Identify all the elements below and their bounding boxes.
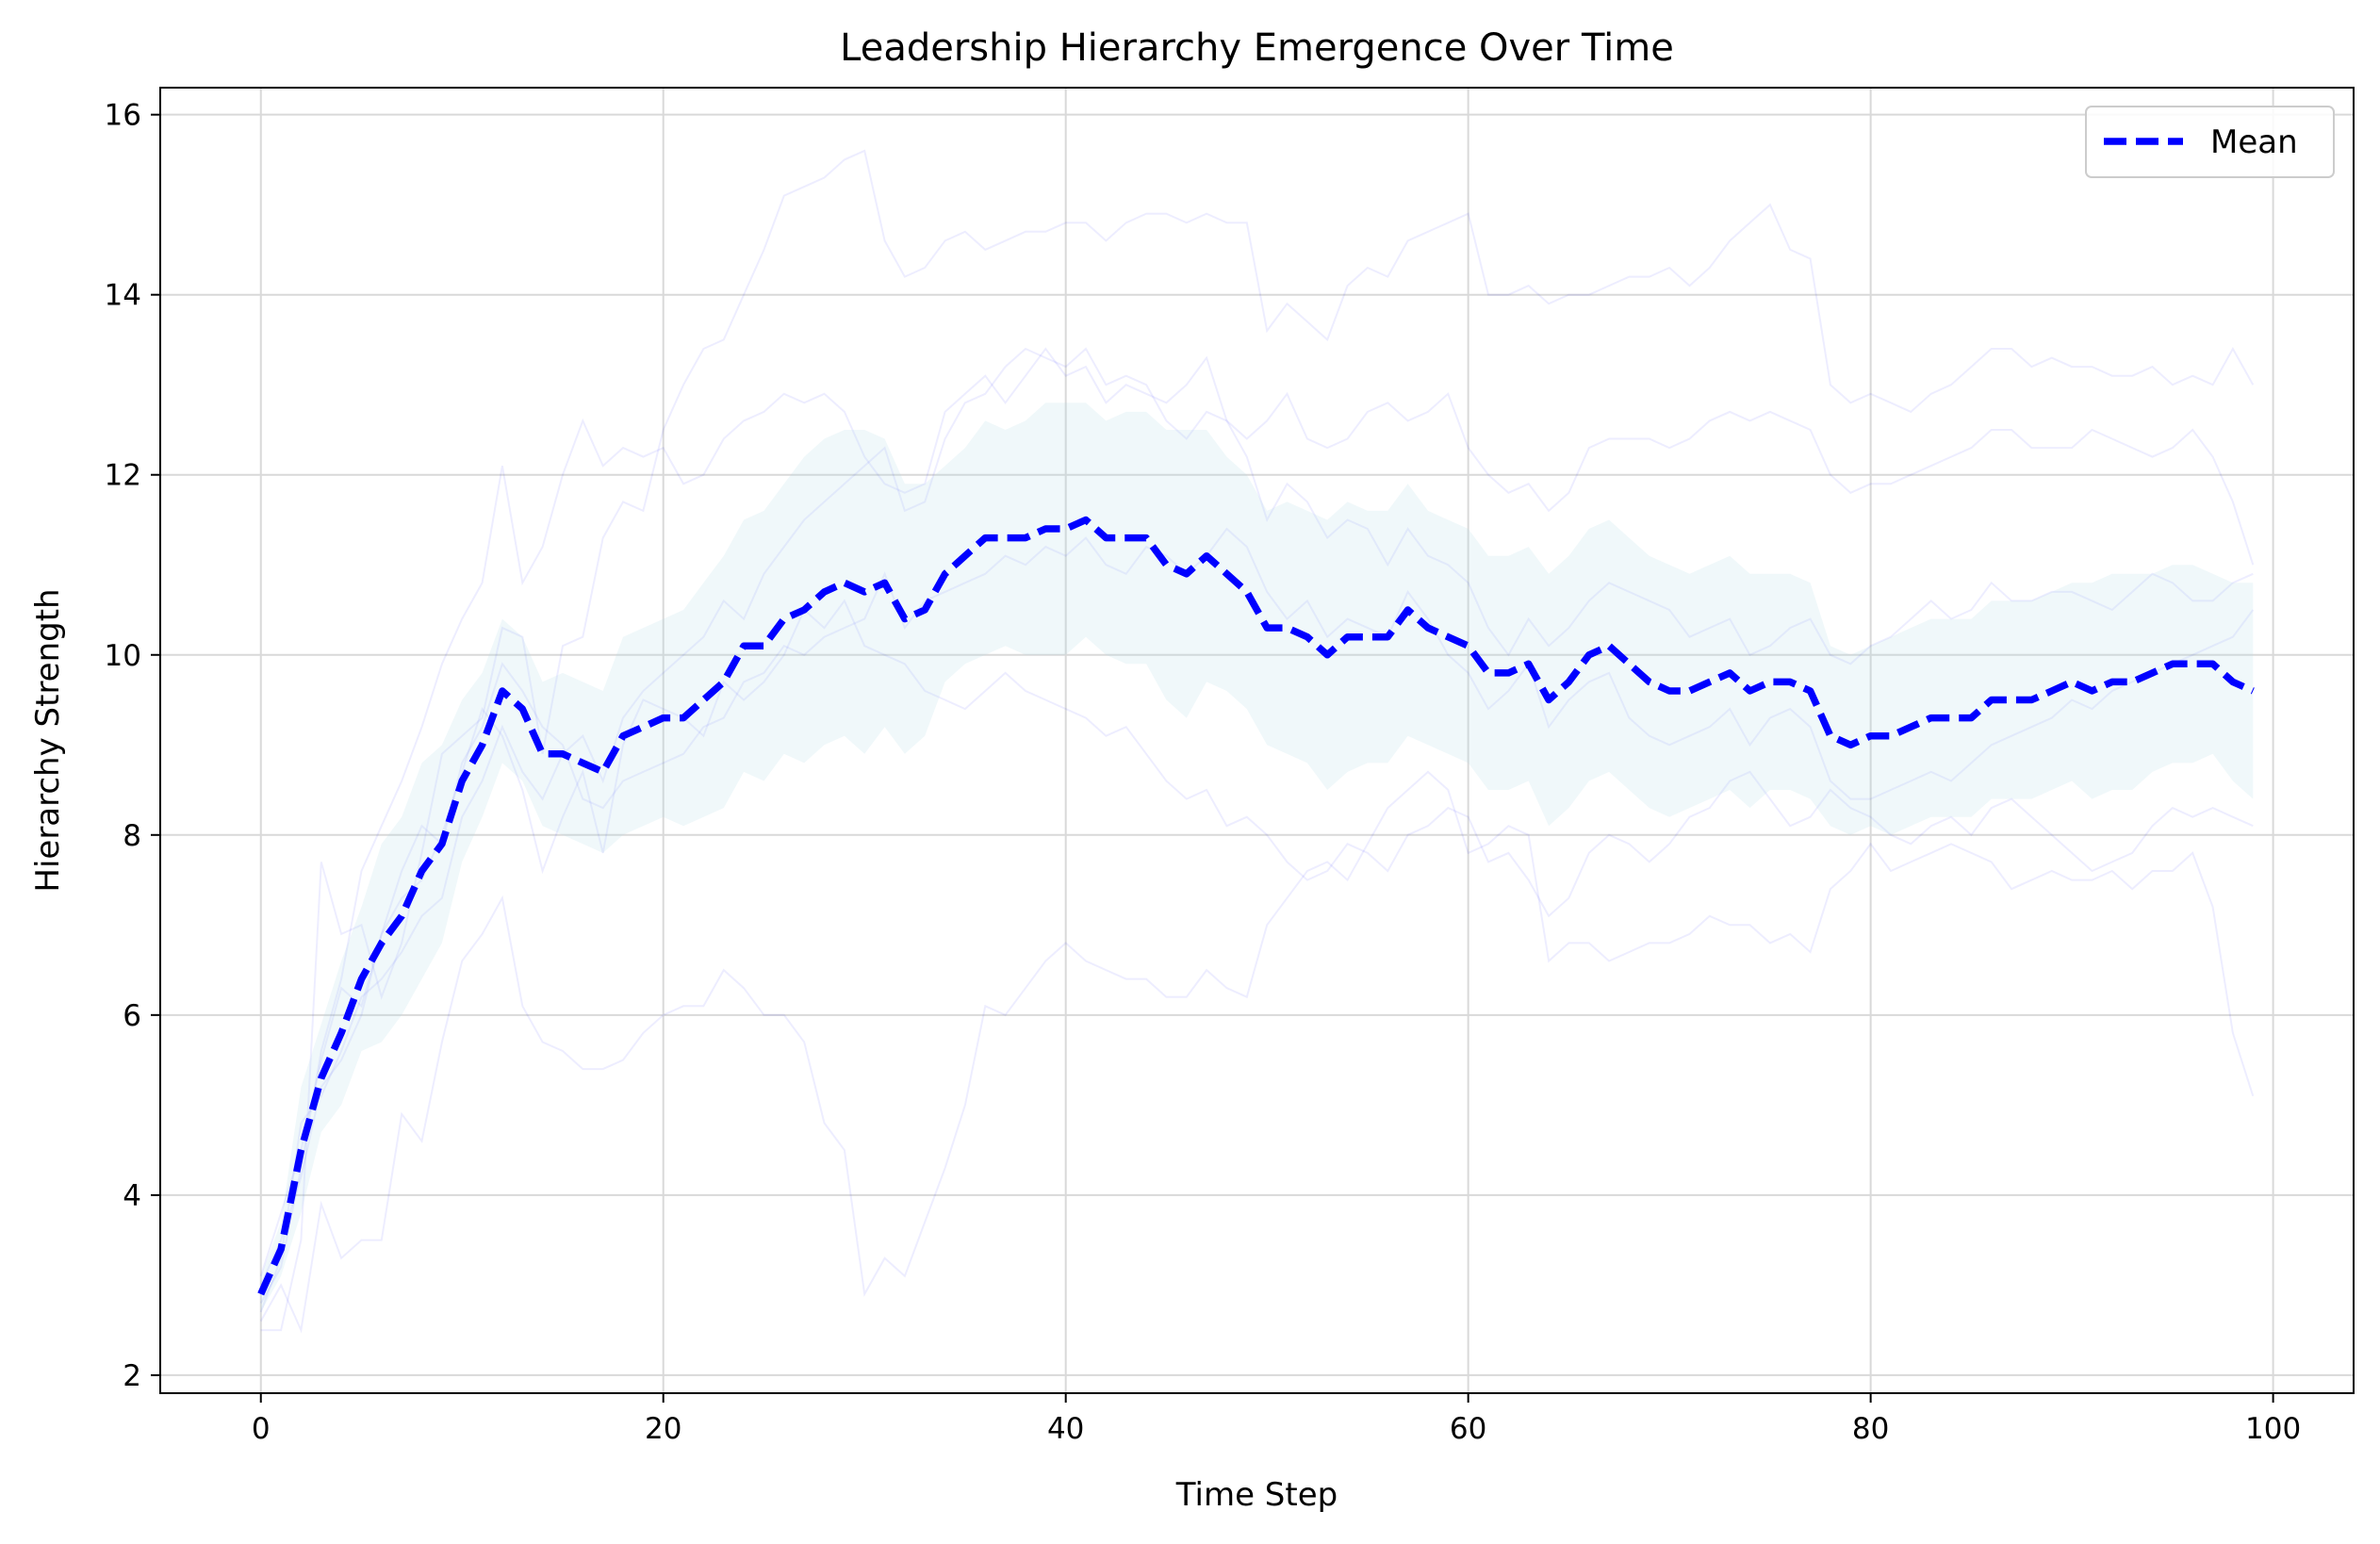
- x-tick-label: 20: [645, 1412, 681, 1446]
- run-line: [259, 527, 2255, 1277]
- y-tick-label: 4: [123, 1179, 141, 1213]
- x-tick-label: 0: [252, 1412, 271, 1446]
- legend: Mean: [2085, 106, 2335, 178]
- x-tick-label: 80: [1852, 1412, 1889, 1446]
- grid: [160, 88, 2354, 1393]
- y-tick-label: 10: [105, 639, 141, 673]
- y-tick-label: 8: [123, 819, 141, 853]
- x-tick-label: 100: [2245, 1412, 2301, 1446]
- y-tick-label: 6: [123, 999, 141, 1033]
- y-axis: 2 4 6 8 10 12 14 16: [105, 99, 160, 1393]
- x-axis-label: Time Step: [1175, 1476, 1338, 1514]
- legend-label-mean: Mean: [2210, 123, 2298, 161]
- x-tick-label: 60: [1450, 1412, 1486, 1446]
- confidence-band: [260, 402, 2254, 1312]
- y-axis-label: Hierarchy Strength: [29, 588, 67, 892]
- run-lines: [259, 149, 2255, 1334]
- run-line: [260, 149, 2255, 1332]
- run-line: [259, 347, 2255, 1304]
- run-line: [259, 770, 2255, 1334]
- run-line: [259, 347, 2254, 1313]
- legend-box: [2085, 106, 2335, 178]
- y-tick-label: 16: [105, 99, 141, 133]
- x-tick-label: 40: [1047, 1412, 1084, 1446]
- run-line: [259, 599, 2254, 1286]
- mean-line: [257, 516, 2255, 1296]
- x-axis: 0 20 40 60 80 100: [252, 1393, 2301, 1446]
- y-tick-label: 14: [105, 279, 141, 313]
- plot-frame: [159, 87, 2355, 1394]
- chart-title: Leadership Hierarchy Emergence Over Time: [840, 26, 1674, 70]
- y-tick-label: 12: [105, 459, 141, 493]
- y-tick-label: 2: [123, 1359, 141, 1393]
